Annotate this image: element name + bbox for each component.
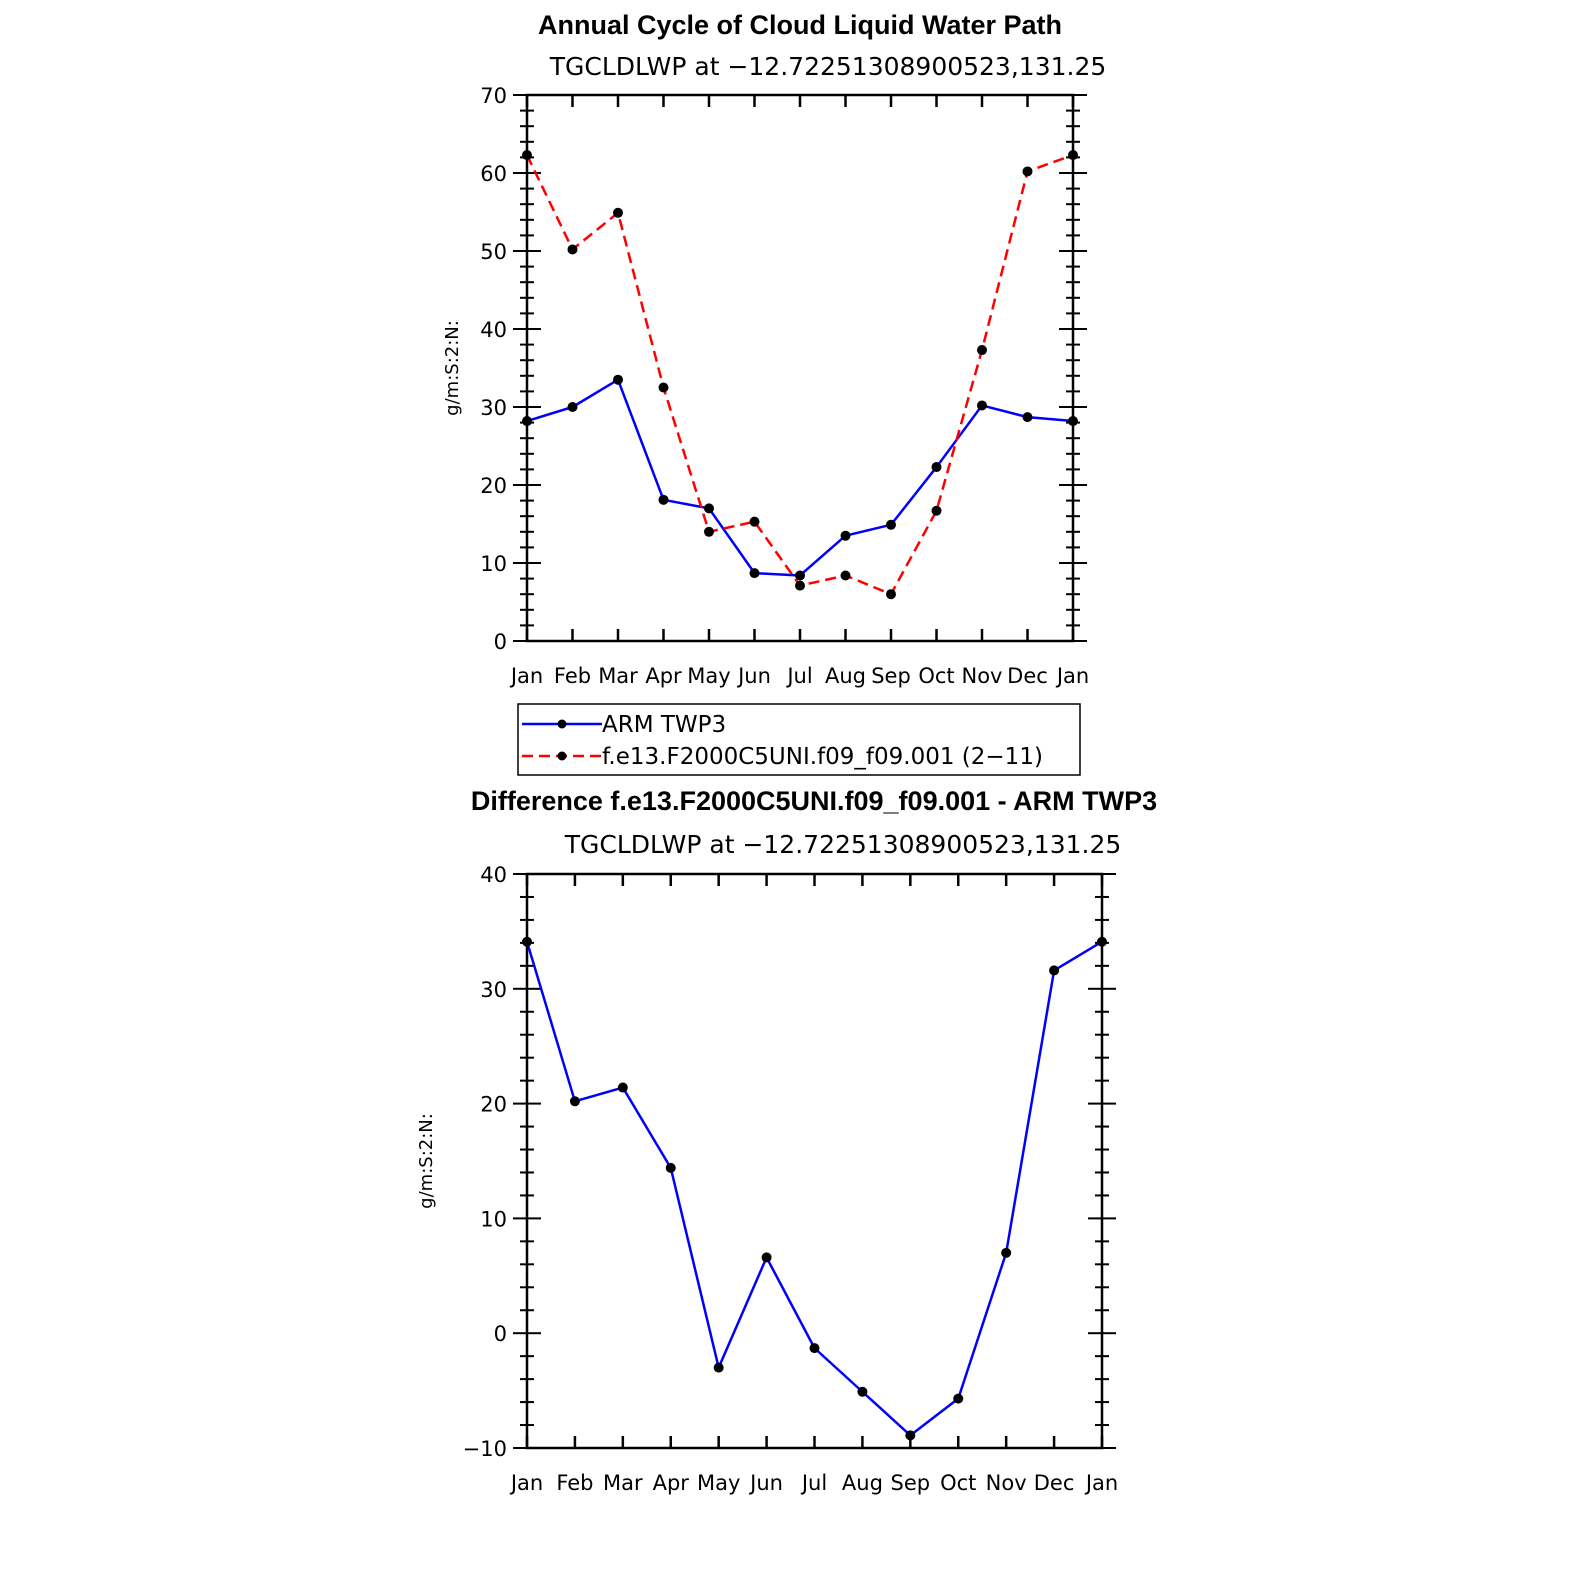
top-xtick-label: Jan	[1055, 664, 1089, 688]
top-series-1-point	[522, 150, 532, 161]
top-series-line-0	[526, 378, 1074, 577]
top-xtick-label: Jul	[785, 664, 812, 688]
top-xtick-label: Feb	[554, 664, 591, 688]
bottom-xtick-label: Oct	[940, 1471, 976, 1495]
bottom-series-0-point	[617, 1082, 628, 1093]
bottom-ytick-label: 40	[480, 863, 507, 887]
top-ytick-label: 50	[480, 240, 507, 264]
bottom-ytick-label: −10	[463, 1437, 507, 1461]
bottom-series-0-point	[809, 1343, 820, 1354]
top-series-1-point	[567, 244, 578, 255]
bottom-xtick-label: Jan	[1084, 1471, 1118, 1495]
top-series-1-point	[613, 207, 623, 218]
top-chart-subtitle: TGCLDLWP at −12.72251308900523,131.25	[549, 52, 1107, 81]
legend-label-arm: ARM TWP3	[602, 712, 726, 738]
legend-marker-arm	[557, 719, 567, 729]
bottom-xtick-label: Feb	[556, 1471, 593, 1495]
bottom-series-0-point	[1097, 936, 1107, 947]
top-series-0-point	[613, 374, 623, 385]
top-xtick-label: Nov	[962, 664, 1003, 688]
bottom-chart-title: Difference f.e13.F2000C5UNI.f09_f09.001 …	[471, 786, 1157, 816]
top-series-0-point	[658, 494, 669, 505]
bottom-ytick-label: 20	[480, 1093, 507, 1117]
top-xtick-label: Jun	[736, 664, 771, 688]
top-xtick-label: Mar	[598, 664, 638, 688]
top-series-0-point	[795, 570, 805, 581]
top-series-1-point	[1022, 166, 1033, 177]
top-ytick-label: 20	[480, 474, 507, 498]
bottom-ylabel: g/m:S:2:N:	[416, 1113, 437, 1209]
top-xtick-label: Sep	[871, 664, 911, 688]
legend-box	[517, 703, 1081, 776]
bottom-ytick-label: 30	[480, 978, 507, 1002]
top-series-0-point	[522, 416, 532, 427]
bottom-series-0-point	[1049, 965, 1060, 976]
bottom-series-0-point	[522, 936, 532, 947]
bottom-xtick-label: Jul	[800, 1471, 827, 1495]
bottom-plot: Jan Feb Mar Apr May Jun Jul Aug Sep Oct Nov Dec Jan−…	[416, 863, 1118, 1495]
bottom-xtick-label: May	[697, 1471, 740, 1495]
top-xtick-label: May	[687, 664, 730, 688]
top-series-line-1	[525, 153, 1074, 596]
bottom-series-0-point	[665, 1162, 676, 1173]
bottom-xtick-label: Sep	[891, 1471, 931, 1495]
bottom-series-0-point	[569, 1096, 580, 1107]
top-series-0-point	[704, 503, 714, 514]
bottom-ytick-label: 0	[494, 1322, 507, 1346]
bottom-series-0-point	[905, 1430, 916, 1441]
bottom-xtick-label: Nov	[986, 1471, 1027, 1495]
top-series-0-point	[1022, 412, 1033, 423]
top-ylabel: g/m:S:2:N:	[442, 320, 463, 416]
top-series-1-point	[795, 580, 805, 591]
top-chart-title: Annual Cycle of Cloud Liquid Water Path	[538, 10, 1062, 40]
bottom-series-0-point	[761, 1252, 772, 1263]
bottom-chart-subtitle: TGCLDLWP at −12.72251308900523,131.25	[564, 830, 1122, 859]
bottom-xtick-label: Jun	[748, 1471, 783, 1495]
top-series-0-point	[840, 530, 851, 541]
top-series-1-point	[704, 526, 714, 537]
top-series-1-point	[840, 570, 851, 581]
bottom-xtick-label: Jan	[509, 1471, 543, 1495]
bottom-xtick-label: Aug	[842, 1471, 883, 1495]
top-series-1-point	[658, 382, 669, 393]
top-series-1-point	[1068, 150, 1078, 161]
top-series-0-point	[977, 400, 987, 411]
top-plot: Jan Feb Mar Apr May Jun Jul Aug Sep Oct Nov Dec Jan0…	[442, 84, 1089, 688]
bottom-xtick-label: Mar	[603, 1471, 643, 1495]
top-ytick-label: 40	[480, 318, 507, 342]
top-series-1-point	[931, 505, 942, 516]
legend-label-model: f.e13.F2000C5UNI.f09_f09.001 (2−11)	[602, 744, 1043, 770]
bottom-xtick-label: Apr	[653, 1471, 690, 1495]
top-series-1-point	[977, 345, 987, 356]
bottom-xtick-label: Dec	[1034, 1471, 1075, 1495]
top-ytick-label: 60	[480, 162, 507, 186]
top-xtick-label: Dec	[1007, 664, 1048, 688]
legend-marker-model	[557, 751, 567, 761]
top-frame	[525, 93, 1075, 643]
top-xtick-label: Apr	[645, 664, 682, 688]
top-xtick-label: Aug	[825, 664, 866, 688]
legend: ARM TWP3 f.e13.F2000C5UNI.f09_f09.001 (2…	[517, 703, 1081, 776]
top-series-0-point	[886, 519, 896, 530]
top-series-0-point	[931, 462, 942, 473]
top-ytick-label: 70	[480, 84, 507, 108]
top-ytick-label: 30	[480, 396, 507, 420]
top-xtick-label: Oct	[918, 664, 954, 688]
bottom-series-0-point	[953, 1393, 964, 1404]
bottom-series-0-point	[857, 1386, 868, 1397]
top-ytick-label: 0	[494, 630, 507, 654]
bottom-ytick-label: 10	[480, 1207, 507, 1231]
bottom-series-line-0	[525, 940, 1103, 1437]
top-series-1-point	[749, 516, 760, 527]
top-ytick-label: 10	[480, 552, 507, 576]
bottom-frame	[525, 872, 1104, 1450]
top-xtick-label: Jan	[509, 664, 543, 688]
bottom-series-0-point	[1001, 1247, 1012, 1258]
top-series-1-point	[886, 589, 896, 600]
top-series-0-point	[749, 568, 760, 579]
top-series-0-point	[1068, 416, 1078, 427]
bottom-series-0-point	[713, 1362, 724, 1373]
top-series-0-point	[567, 402, 578, 412]
